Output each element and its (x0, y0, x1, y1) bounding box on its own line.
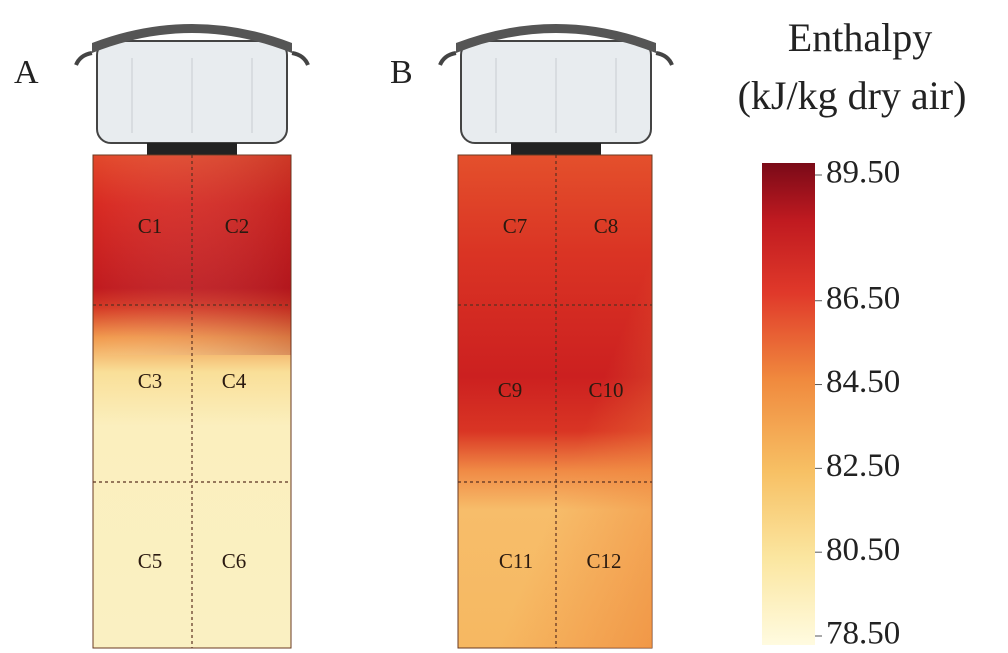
panel-a: A C1 C2 C3 C4 C5 C6 (14, 24, 308, 648)
cell-label: C11 (499, 549, 533, 573)
panel-b: B C7 C8 C9 C10 C11 C12 (390, 24, 672, 648)
cell-label: C9 (498, 378, 523, 402)
colorbar-tick-label: 89.50 (826, 155, 900, 191)
colorbar: Enthalpy (kJ/kg dry air) 89.50 86.50 84.50… (738, 15, 967, 651)
cell-label: C4 (222, 369, 247, 393)
colorbar-tick-label: 82.50 (826, 448, 900, 484)
cell-label: C3 (138, 369, 163, 393)
colorbar-title: (kJ/kg dry air) (738, 73, 967, 118)
colorbar-tick-label: 80.50 (826, 532, 900, 568)
colorbar-title: Enthalpy (788, 15, 932, 60)
colorbar-tick-label: 86.50 (826, 280, 900, 316)
panel-label: A (14, 54, 39, 91)
page: {"panels": [ {"label": "A", "cells": ["C… (0, 0, 1008, 653)
colorbar-scale (762, 163, 815, 645)
cell-label: C12 (586, 549, 621, 573)
cell-label: C6 (222, 549, 247, 573)
cell-label: C7 (503, 214, 528, 238)
cell-label: C2 (225, 214, 250, 238)
colorbar-tick-label: 78.50 (826, 616, 900, 652)
figure: A C1 C2 C3 C4 C5 C6 B C7 C8 C9 C10 C11 C… (0, 0, 1008, 653)
cell-label: C10 (588, 378, 623, 402)
cell-label: C5 (138, 549, 163, 573)
cell-label: C1 (138, 214, 163, 238)
colorbar-tick-label: 84.50 (826, 364, 900, 400)
cell-label: C8 (594, 214, 619, 238)
panel-label: B (390, 54, 413, 91)
truck-cab (76, 24, 308, 155)
truck-cab (440, 24, 672, 155)
